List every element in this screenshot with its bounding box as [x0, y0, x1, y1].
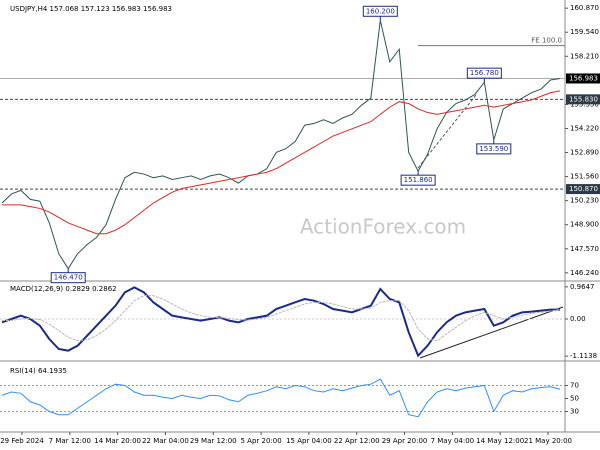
annotation-box [362, 5, 398, 17]
x-tick-label: 5 Apr 20:00 [240, 437, 281, 445]
y-tick-label: 155.550 [570, 100, 599, 108]
annotation-box [400, 174, 436, 186]
x-tick-label: 29 Mar 12:00 [190, 437, 237, 445]
indicator-line [1, 286, 561, 358]
x-tick-label: 29 Apr 20:00 [382, 437, 428, 445]
indicator-line [2, 90, 561, 235]
annotation-box [466, 67, 502, 79]
x-tick-label: 14 Mar 20:00 [94, 437, 141, 445]
level-label: 155.830 [569, 95, 598, 103]
level-box [566, 94, 600, 105]
y-tick-label: 159.540 [570, 28, 599, 36]
y-tick-label: -1.1138 [570, 352, 597, 360]
y-tick-label: 148.900 [570, 221, 599, 229]
y-tick-label: 30 [570, 408, 579, 416]
level-label: 156.983 [569, 74, 598, 82]
y-tick-label: 158.210 [570, 52, 599, 60]
annotation-label: 153.590 [479, 145, 508, 153]
fe-label: FE 100.0 [531, 37, 562, 45]
y-tick-label: 152.890 [570, 149, 599, 157]
x-tick-label: 15 Apr 04:00 [286, 437, 332, 445]
y-tick-label: 160.870 [570, 4, 599, 12]
annotation-label: 151.860 [404, 176, 433, 184]
annotation-label: 156.780 [470, 69, 499, 77]
annotation-label: 160.200 [366, 7, 395, 15]
y-tick-label: 70 [570, 382, 579, 390]
x-tick-label: 22 Apr 12:00 [334, 437, 380, 445]
macd-trendline [419, 306, 564, 359]
price-trendline [417, 94, 477, 169]
y-tick-label: 154.220 [570, 124, 599, 132]
annotation-label: 146.470 [54, 274, 83, 282]
y-tick-label: 146.240 [570, 269, 599, 277]
annotation-box [50, 272, 86, 284]
x-tick-label: 22 Mar 04:00 [142, 437, 189, 445]
y-tick-label: 50 [570, 395, 579, 403]
level-box [566, 73, 600, 84]
indicator-line [1, 378, 561, 418]
annotation-box [476, 143, 512, 155]
y-tick-label: 151.560 [570, 173, 599, 181]
panel-title: RSI(14) 64.1935 [10, 367, 67, 375]
x-tick-label: 14 May 12:00 [476, 437, 524, 445]
x-tick-label: 21 May 20:00 [524, 437, 572, 445]
y-tick-label: 150.230 [570, 197, 599, 205]
watermark: ActionForex.com [300, 215, 466, 239]
panel-title: MACD(12,26,9) 0.2829 0.2862 [10, 285, 117, 293]
y-tick-label: 147.570 [570, 245, 599, 253]
level-box [566, 184, 600, 195]
indicator-line [1, 295, 561, 342]
price-line [1, 20, 561, 270]
x-tick-label: 7 May 04:00 [431, 437, 475, 445]
x-tick-label: 7 Mar 12:00 [49, 437, 91, 445]
y-tick-label: 0.9647 [570, 283, 595, 291]
panel-title: USDJPY,H4 157.068 157.123 156.983 156.98… [10, 5, 172, 13]
y-tick-label: 0.00 [570, 315, 586, 323]
level-label: 150.870 [569, 185, 598, 193]
x-tick-label: 29 Feb 2024 [0, 437, 44, 445]
